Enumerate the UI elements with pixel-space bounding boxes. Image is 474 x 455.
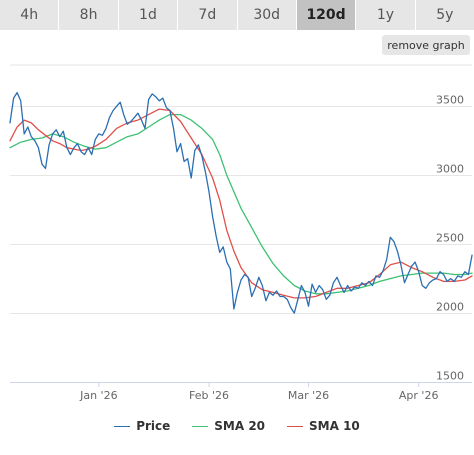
legend-swatch-sma-10 [287,425,304,427]
x-tick-label-3: Apr '26 [399,389,439,402]
y-tick-label-2000: 2000 [436,301,464,314]
tab-120d[interactable]: 120d [296,0,357,30]
y-tick-label-1500: 1500 [436,370,464,383]
legend-item-sma-20[interactable]: SMA 20 [192,419,265,433]
x-tick-label-2: Mar '26 [288,389,329,402]
tab-4h[interactable]: 4h [0,0,60,30]
y-axis-ticks: 1500 2000 2500 3000 3500 [436,94,464,383]
series-line-price [9,91,473,314]
legend-item-sma-10[interactable]: SMA 10 [287,419,360,433]
tab-1y[interactable]: 1y [356,0,416,30]
y-tick-label-3500: 3500 [436,94,464,107]
tab-7d[interactable]: 7d [178,0,238,30]
y-tick-label-2500: 2500 [436,232,464,245]
legend-item-price[interactable]: Price [114,419,170,433]
chart-legend: Price SMA 20 SMA 10 [0,419,474,433]
legend-label-price: Price [136,419,171,433]
y-tick-label-3000: 3000 [436,163,464,176]
series-line-sma-20 [9,113,473,295]
legend-swatch-price [114,425,131,427]
chart-series [9,91,473,314]
series-line-sma-10 [9,108,473,299]
timeframe-tabs: 4h 8h 1d 7d 30d 120d 1y 5y [0,0,474,30]
remove-graph-button[interactable]: remove graph [382,35,470,55]
price-chart: 1500 2000 2500 3000 3500 Jan '26 Feb '26 Mar '… [9,64,473,402]
legend-label-sma-20: SMA 20 [214,419,266,433]
x-tick-label-0: Jan '26 [79,389,117,402]
x-axis-ticks: Jan '26 Feb '26 Mar '26 Apr '26 [10,382,472,402]
tab-5y[interactable]: 5y [415,0,474,30]
x-tick-label-1: Feb '26 [189,389,229,402]
tab-30d[interactable]: 30d [237,0,297,30]
legend-label-sma-10: SMA 10 [309,419,360,433]
tab-8h[interactable]: 8h [59,0,119,30]
legend-swatch-sma-20 [192,425,209,427]
tab-1d[interactable]: 1d [118,0,179,30]
chart-gridlines [10,64,472,383]
